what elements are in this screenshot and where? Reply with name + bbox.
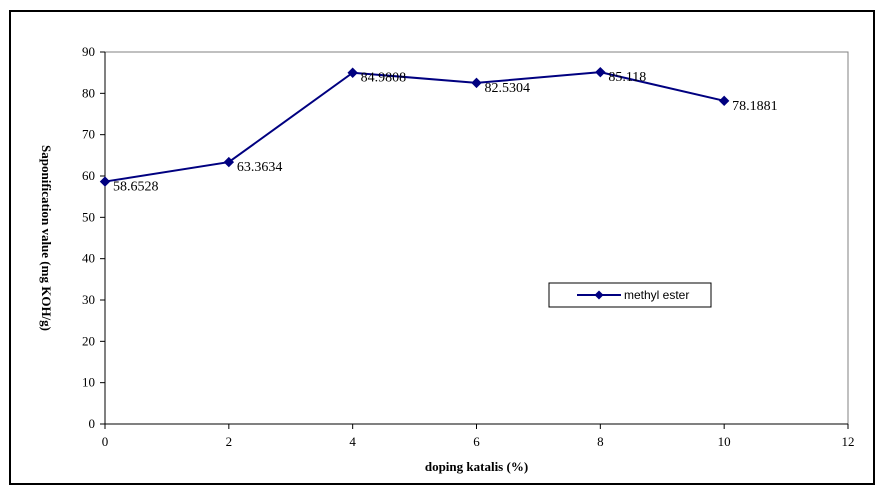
data-label: 63.3634 (237, 160, 282, 175)
chart-frame (9, 10, 875, 485)
y-tick-label: 60 (82, 168, 95, 183)
data-label: 84.9808 (361, 71, 407, 86)
y-tick-label: 0 (89, 416, 96, 431)
data-point (99, 176, 111, 187)
x-tick-label: 4 (349, 434, 356, 449)
legend-marker-diamond-icon (594, 290, 604, 300)
legend: methyl ester (548, 282, 712, 308)
data-point (595, 66, 606, 78)
series-line (104, 71, 725, 183)
y-tick-label: 40 (82, 251, 95, 266)
series-layer: 58.6528 63.3634 84.9808 82.5304 85.118 78.188… (99, 66, 778, 195)
legend-label: methyl ester (624, 288, 689, 302)
data-label: 85.118 (608, 70, 646, 85)
data-label: 82.5304 (485, 81, 531, 96)
x-tick-label: 6 (473, 434, 480, 449)
y-tick-label: 50 (82, 209, 95, 224)
data-point (471, 77, 482, 89)
y-tick-label: 30 (82, 292, 95, 307)
x-tick-label: 12 (842, 434, 855, 449)
y-tick-label: 90 (82, 44, 95, 59)
data-point (347, 67, 358, 78)
data-label: 58.6528 (113, 180, 159, 195)
data-point (718, 95, 730, 107)
x-tick-label: 10 (718, 434, 731, 449)
data-point (223, 156, 235, 168)
axes (100, 51, 849, 429)
x-tick-label: 0 (102, 434, 109, 449)
y-tick-label: 10 (82, 375, 95, 390)
x-tick-label: 8 (597, 434, 604, 449)
data-label: 78.1881 (732, 99, 778, 114)
y-axis-title: Saponification value (mg KOH/g) (39, 145, 54, 331)
y-tick-label: 20 (82, 333, 95, 348)
x-tick-label: 2 (226, 434, 233, 449)
tick-labels: 0 10 20 30 40 50 60 70 80 90 0 2 4 6 8 10 12 (82, 44, 855, 449)
legend-box (548, 282, 712, 308)
y-tick-label: 70 (82, 127, 95, 142)
x-axis-title: doping katalis (%) (425, 459, 528, 474)
y-tick-label: 80 (82, 85, 95, 100)
